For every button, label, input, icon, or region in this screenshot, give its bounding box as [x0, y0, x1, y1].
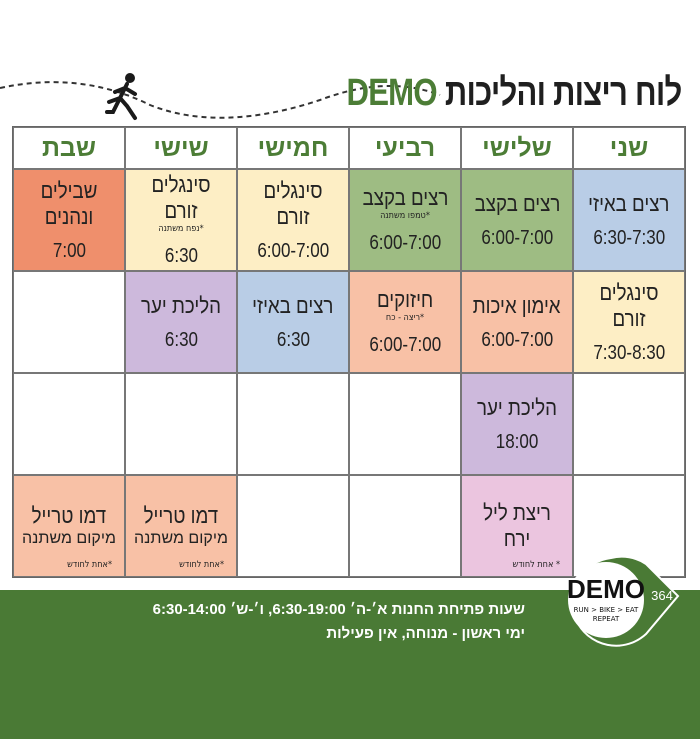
activity-subnote: *נפח משתנה	[158, 224, 204, 234]
svg-text:DEMO: DEMO	[567, 574, 645, 604]
activity-name: סינגלים זורם	[263, 177, 323, 229]
activity-name: דמו טרייל	[143, 503, 219, 528]
schedule-cell[interactable]: סינגלים זורם *נפח משתנה 6:30	[125, 169, 237, 271]
frequency-note: *אחת לחודש	[179, 560, 224, 570]
activity-name: רצים באיזי	[588, 190, 670, 216]
day-header: שלישי	[461, 127, 573, 169]
empty-cell[interactable]	[13, 271, 125, 373]
activity-time: 7:30-8:30	[593, 341, 665, 364]
activity-time: 6:30-7:30	[593, 226, 665, 249]
activity-name: רצים בקצב	[474, 190, 560, 216]
activity-name: סינגלים זורם	[151, 172, 211, 223]
schedule-cell[interactable]: סינגלים זורם 7:30-8:30	[573, 271, 685, 373]
schedule-cell[interactable]: דמו טרייל מיקום משתנה *אחת לחודש	[125, 475, 237, 577]
day-header: רביעי	[349, 127, 461, 169]
day-header: חמישי	[237, 127, 349, 169]
schedule-cell[interactable]: רצים בקצב 6:00-7:00	[461, 169, 573, 271]
schedule-cell[interactable]: רצים באיזי 6:30	[237, 271, 349, 373]
activity-time: 18:00	[495, 430, 539, 453]
activity-name: חיזוקים	[376, 287, 434, 312]
schedule-cell[interactable]: רצים באיזי 6:30-7:30	[573, 169, 685, 271]
title-brand: DEMO	[347, 72, 438, 114]
schedule-cell[interactable]: שבילים ונהנים 7:00	[13, 169, 125, 271]
activity-name: סינגלים זורם	[599, 279, 659, 331]
empty-cell[interactable]	[237, 373, 349, 475]
activity-time: 6:00-7:00	[257, 239, 329, 262]
empty-cell[interactable]	[349, 373, 461, 475]
schedule-cell[interactable]: אימון איכות 6:00-7:00	[461, 271, 573, 373]
empty-cell[interactable]	[573, 373, 685, 475]
empty-cell[interactable]	[237, 475, 349, 577]
svg-text:RUN > BIKE > EAT: RUN > BIKE > EAT	[574, 606, 639, 614]
schedule-grid: שני שלישי רביעי חמישי שישי שבת רצים באיזי 6:30-…	[12, 126, 686, 578]
activity-name: רצים באיזי	[252, 292, 334, 318]
runner-path-decoration	[0, 73, 441, 120]
runner-icon	[105, 73, 137, 120]
activity-subnote: *ריצה - כח	[385, 313, 425, 323]
empty-cell[interactable]	[13, 373, 125, 475]
schedule-cell[interactable]: סינגלים זורם 6:00-7:00	[237, 169, 349, 271]
schedule-cell[interactable]: חיזוקים *ריצה - כח 6:00-7:00	[349, 271, 461, 373]
closed-day-note: ימי ראשון - מנוחה, אין פעילות	[326, 625, 525, 642]
page-title: לוח ריצות והליכותDEMO	[347, 72, 683, 115]
frequency-note: *אחת לחודש	[67, 560, 112, 570]
activity-location: מיקום משתנה	[22, 530, 116, 547]
frequency-note: * אחת לחודש	[512, 560, 560, 570]
activity-time: 6:30	[164, 245, 198, 267]
activity-name: ריצת ליל ירח	[483, 500, 551, 551]
activity-name: אימון איכות	[473, 292, 561, 318]
empty-cell[interactable]	[349, 475, 461, 577]
activity-name: רצים בקצב	[362, 185, 448, 210]
activity-name: שבילים ונהנים	[40, 177, 98, 229]
activity-subnote: *טמפו משתנה	[380, 211, 430, 221]
schedule-cell[interactable]: ריצת ליל ירח * אחת לחודש	[461, 475, 573, 577]
activity-name: דמו טרייל	[31, 503, 107, 528]
activity-time: 6:30	[276, 328, 310, 351]
store-hours: שעות פתיחת החנות א׳-ה׳ 6:30-19:00, ו׳-ש׳…	[152, 601, 525, 618]
schedule-cell[interactable]: רצים בקצב *טמפו משתנה 6:00-7:00	[349, 169, 461, 271]
activity-time: 6:00-7:00	[369, 232, 441, 254]
day-header: שישי	[125, 127, 237, 169]
day-header: שני	[573, 127, 685, 169]
store-info: שעות פתיחת החנות א׳-ה׳ 6:30-19:00, ו׳-ש׳…	[153, 598, 525, 646]
activity-name: הליכת יער	[141, 292, 221, 318]
activity-time: 6:00-7:00	[369, 334, 441, 356]
activity-name: הליכת יער	[477, 394, 557, 420]
activity-location: מיקום משתנה	[134, 530, 228, 547]
demo-logo: DEMO RUN > BIKE > EAT REPEAT 364	[567, 555, 680, 647]
svg-text:REPEAT: REPEAT	[593, 615, 620, 623]
schedule-cell[interactable]: הליכת יער 6:30	[125, 271, 237, 373]
empty-cell[interactable]	[125, 373, 237, 475]
schedule-cell[interactable]: הליכת יער 18:00	[461, 373, 573, 475]
schedule-cell[interactable]: דמו טרייל מיקום משתנה *אחת לחודש	[13, 475, 125, 577]
activity-time: 6:00-7:00	[481, 328, 553, 351]
activity-time: 6:00-7:00	[481, 226, 553, 249]
activity-time: 6:30	[164, 328, 198, 351]
title-text: לוח ריצות והליכות	[445, 72, 682, 114]
svg-text:364: 364	[651, 588, 673, 603]
day-header: שבת	[13, 127, 125, 169]
activity-time: 7:00	[52, 239, 86, 262]
